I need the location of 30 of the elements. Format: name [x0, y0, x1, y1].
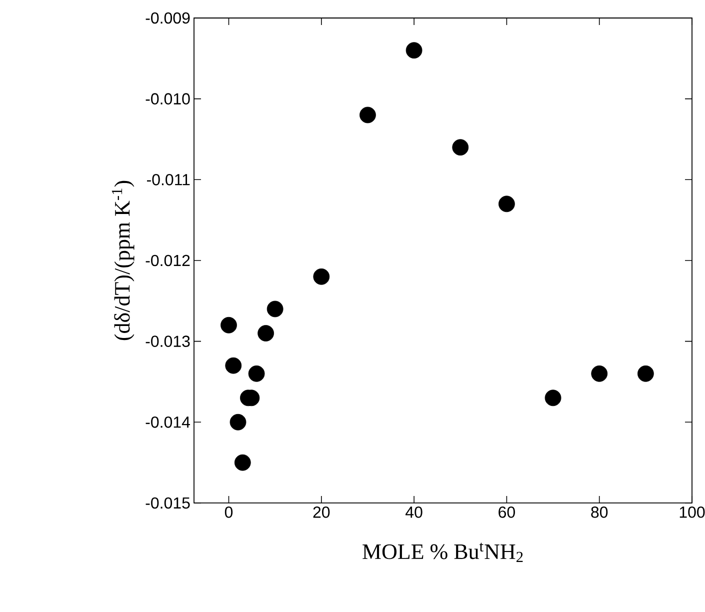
x-tick-label: 20 [313, 506, 330, 518]
x-tick-label: 80 [591, 506, 608, 518]
y-tick-label: -0.014 [146, 416, 190, 428]
point [313, 268, 330, 285]
point [258, 325, 274, 342]
x-tick-label: 100 [680, 506, 705, 518]
point [498, 196, 515, 212]
point [234, 454, 251, 471]
point [230, 414, 246, 430]
x-tick-label: 0 [224, 506, 233, 518]
point [360, 106, 376, 124]
x-axis-title: MOLE % Bu$^{t}$NH$_{2}$ [362, 542, 523, 562]
y-tick-label: -0.009 [146, 12, 190, 24]
point [452, 139, 469, 156]
point [225, 357, 242, 374]
point [544, 390, 562, 406]
y-tick-label: -0.011 [146, 174, 190, 186]
point [591, 365, 608, 382]
x-tick-label: 60 [498, 506, 515, 518]
y-axis-title: (dδ/dT)/(ppm K$^{-1}$) [112, 180, 134, 340]
x-tick-label: 40 [406, 506, 422, 518]
y-tick-label: -0.013 [146, 336, 190, 347]
y-tick-label: -0.015 [146, 497, 190, 509]
point [406, 42, 422, 59]
point [637, 365, 654, 382]
point [220, 316, 237, 334]
point [248, 365, 265, 382]
y-tick-label: -0.010 [146, 93, 190, 104]
point [266, 300, 284, 318]
y-tick-label: -0.012 [146, 254, 190, 266]
